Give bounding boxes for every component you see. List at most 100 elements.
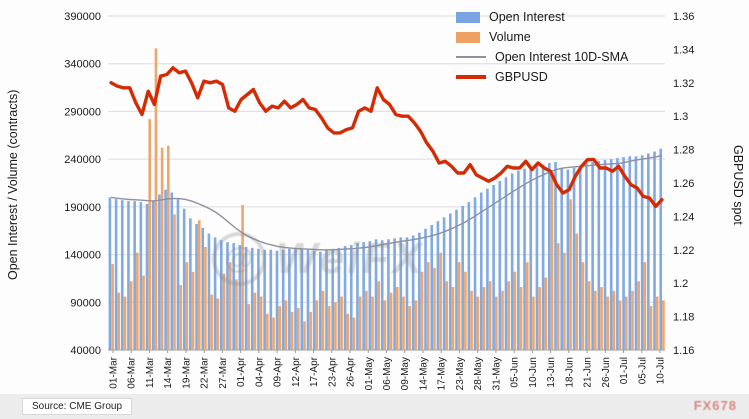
volume-bar (315, 300, 319, 350)
left-axis-title: Open Interest / Volume (contracts) (6, 89, 20, 281)
open-interest-bar (182, 208, 186, 350)
volume-bar (532, 296, 535, 350)
open-interest-bar (628, 156, 632, 350)
volume-bar (204, 246, 207, 350)
x-axis-tick-label: 01-Mar (109, 356, 120, 388)
open-interest-bar (108, 197, 112, 350)
volume-bar (228, 262, 232, 350)
open-interest-bar (541, 164, 545, 350)
open-interest-bar (486, 188, 489, 350)
open-interest-bar (430, 224, 434, 350)
left-axis-tick-label: 390000 (64, 11, 101, 23)
open-interest-bar (244, 246, 248, 350)
x-axis-tick-label: 10-Jun (528, 357, 539, 388)
volume-bar (241, 204, 244, 350)
volume-bar (383, 300, 387, 350)
legend-label-sma: Open Interest 10D-SMA (495, 50, 629, 64)
open-interest-bar (275, 250, 279, 350)
open-interest-swatch-icon (456, 11, 480, 23)
left-axis-tick-label: 290000 (64, 106, 101, 118)
open-interest-bar (548, 162, 551, 350)
x-axis-tick-label: 21-Jun (583, 357, 594, 388)
volume-bar (581, 262, 585, 350)
open-interest-bar (325, 249, 328, 350)
open-interest-bar (176, 199, 180, 350)
open-interest-bar (158, 194, 161, 350)
volume-bar (290, 311, 294, 350)
gbpusd-line-swatch-icon (456, 75, 486, 79)
volume-bar (216, 298, 220, 350)
open-interest-bar (349, 245, 353, 350)
x-axis-tick-label: 14-Mar (163, 356, 174, 388)
open-interest-bar (331, 248, 334, 350)
open-interest-bar (226, 242, 229, 350)
volume-bar (662, 300, 665, 350)
open-interest-bar (473, 197, 477, 350)
legend-label-volume: Volume (489, 30, 531, 44)
open-interest-bar (455, 209, 458, 350)
right-axis-tick-label: 1.18 (673, 312, 694, 324)
open-interest-bar (479, 192, 483, 350)
volume-bar (594, 290, 597, 350)
open-interest-bar (281, 249, 285, 350)
right-axis-tick-label: 1.26 (673, 178, 694, 190)
volume-bar (340, 296, 343, 350)
open-interest-bar (362, 242, 365, 350)
volume-bar (544, 277, 548, 350)
volume-bar (117, 292, 121, 350)
right-axis-tick-label: 1.24 (673, 211, 694, 223)
volume-bar (346, 313, 350, 350)
legend: Open Interest Volume Open Interest 10D-S… (456, 10, 628, 84)
volume-bar (488, 281, 492, 350)
open-interest-bar (560, 167, 563, 350)
open-interest-bar (436, 221, 440, 350)
volume-bar (154, 48, 158, 351)
open-interest-bar (461, 205, 464, 350)
x-axis-tick-label: 19-Mar (181, 356, 192, 388)
open-interest-bar (659, 148, 663, 350)
volume-bar (377, 281, 381, 350)
legend-item-gbpusd: GBPUSD (456, 70, 628, 84)
volume-bar (507, 281, 510, 350)
x-axis-tick-label: 05-Jul (637, 357, 648, 384)
volume-swatch-icon (456, 31, 480, 43)
volume-bar (457, 262, 461, 350)
volume-bar (606, 296, 610, 350)
open-interest-bar (145, 203, 149, 350)
volume-bar (637, 281, 640, 350)
x-axis-tick-label: 27-Mar (218, 356, 229, 388)
volume-bar (191, 271, 195, 350)
x-axis-tick-label: 01-Jul (619, 357, 630, 384)
right-axis-tick-label: 1.34 (673, 44, 694, 56)
right-axis-tick-label: 1.28 (673, 145, 694, 157)
open-interest-bar (609, 159, 613, 350)
open-interest-bar (368, 241, 372, 350)
volume-bar (563, 252, 566, 350)
legend-item-sma: Open Interest 10D-SMA (456, 50, 628, 64)
x-axis-tick-label: 14-May (419, 357, 430, 390)
volume-bar (550, 176, 554, 350)
x-axis-tick-label: 11-Mar (145, 356, 156, 388)
volume-bar (624, 296, 628, 350)
open-interest-bar (467, 202, 471, 350)
volume-bar (445, 281, 449, 350)
open-interest-bar (139, 202, 143, 350)
x-axis-tick-label: 10-Jul (656, 357, 667, 384)
volume-bar (612, 290, 616, 350)
open-interest-bar (312, 250, 316, 350)
left-axis-tick-label: 40000 (70, 345, 101, 357)
volume-bar (167, 145, 170, 350)
volume-bar (197, 220, 201, 350)
open-interest-bar (634, 156, 638, 350)
left-axis-tick-label: 190000 (64, 202, 101, 214)
volume-bar (253, 292, 257, 350)
open-interest-bar (189, 218, 192, 350)
open-interest-bar (374, 239, 378, 350)
volume-bar (210, 294, 213, 350)
volume-bar (587, 281, 591, 350)
gbpusd-line (109, 66, 664, 209)
volume-bar (556, 243, 560, 350)
volume-bar (296, 308, 300, 350)
open-interest-bar (356, 243, 359, 350)
